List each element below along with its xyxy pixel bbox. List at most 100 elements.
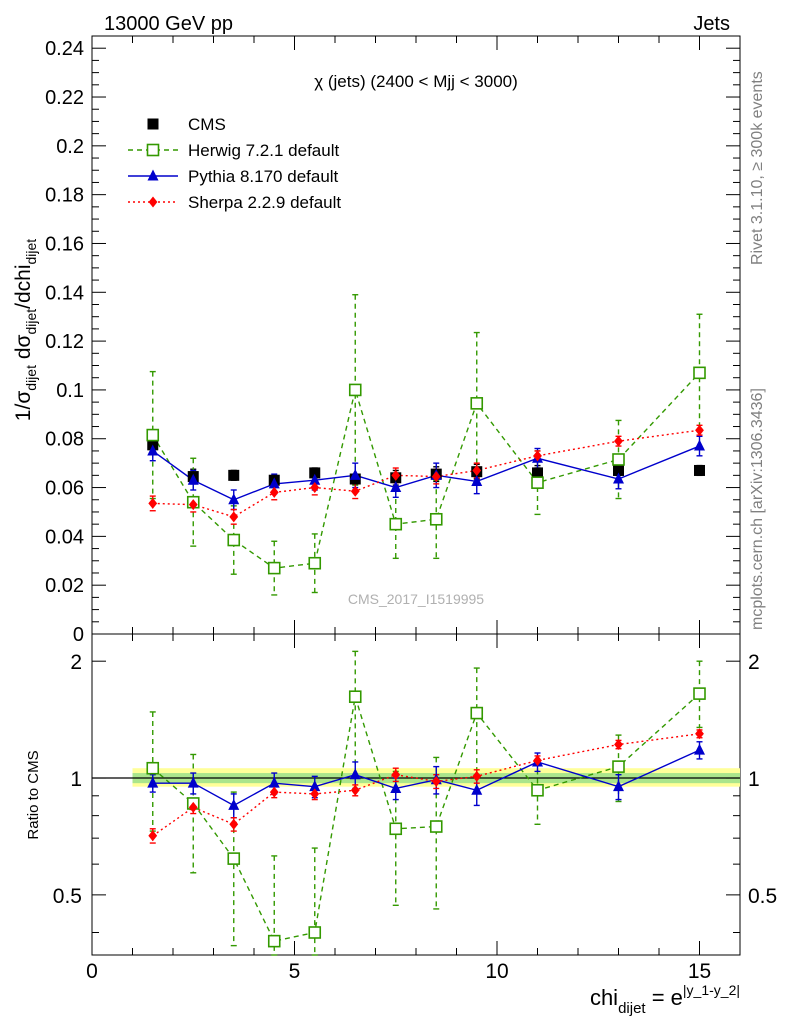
pythia-ratio-line	[152, 749, 700, 807]
header-right-label: Jets	[693, 13, 730, 35]
svg-text:chidijet = e|y_1-y_2|: chidijet = e|y_1-y_2|	[590, 982, 740, 1017]
sherpa-ratio-point	[269, 786, 279, 798]
sherpa-ratio-point	[229, 818, 239, 830]
sherpa-main-point	[472, 464, 482, 476]
main-y-tick-label: 0.08	[45, 429, 84, 451]
main-y-axis-label: 1/σdijet dσdijet/dchidijet	[12, 239, 39, 421]
herwig-ratio-error-bar	[473, 667, 480, 776]
herwig-ratio-error-bar	[696, 660, 703, 729]
sherpa-main-point	[391, 469, 401, 481]
herwig-main-point	[267, 561, 281, 575]
sherpa-main-point	[533, 450, 542, 462]
herwig-ratio-error-bar	[352, 650, 359, 779]
herwig-main-point	[308, 556, 322, 570]
pythia-ratio-point	[613, 780, 624, 792]
sherpa-main-point	[148, 497, 158, 509]
pythia-ratio-point	[228, 798, 240, 810]
herwig-ratio-line	[152, 693, 700, 942]
pythia-ratio-point	[187, 776, 199, 788]
pythia-main-point	[390, 481, 402, 493]
legend-entry-pythia: Pythia 8.170 default	[128, 167, 339, 186]
legend-entry-sherpa: Sherpa 2.2.9 default	[128, 193, 341, 212]
herwig-main-error-bar	[190, 457, 197, 547]
pythia-ratio-point	[471, 783, 483, 795]
herwig-main-point	[470, 397, 484, 410]
ratio-y-tick-label-right: 2	[748, 651, 760, 674]
legend-marker-cms	[147, 118, 159, 130]
main-data-markers	[146, 366, 706, 575]
herwig-main-point	[429, 512, 443, 526]
main-y-tick-label: 0.2	[56, 136, 84, 158]
herwig-ratio-point	[429, 820, 443, 833]
sherpa-ratio-point	[188, 801, 198, 813]
herwig-main-point	[612, 453, 625, 466]
sherpa-main-point	[431, 471, 441, 483]
main-y-tick-labels: 0.24 0.22 0.2 0.18 0.16 0.14 0.12 0.1 0.08 0.06 0.…	[45, 38, 84, 646]
main-y-tick-label: 0.1	[56, 380, 84, 402]
legend-label-cms: CMS	[188, 115, 226, 134]
pythia-main-point	[268, 477, 280, 489]
sherpa-main-point	[269, 486, 279, 498]
main-y-tick-label: 0.18	[45, 185, 84, 207]
herwig-ratio-point	[531, 783, 544, 797]
main-axis-ticks	[91, 35, 741, 635]
analysis-watermark: CMS_2017_I1519995	[348, 591, 484, 607]
pythia-ratio-point	[390, 781, 402, 793]
sherpa-ratio-point	[391, 769, 401, 781]
sherpa-main-point	[614, 435, 623, 447]
herwig-main-error-bar	[271, 540, 278, 596]
sherpa-main-error-bar	[230, 508, 237, 525]
sherpa-main-point	[310, 482, 320, 494]
herwig-main-point	[389, 517, 403, 531]
sherpa-main-point	[350, 485, 360, 497]
legend-entry-herwig: Herwig 7.2.1 default	[128, 141, 339, 160]
legend-label-herwig: Herwig 7.2.1 default	[188, 141, 339, 160]
pythia-ratio-point	[694, 743, 705, 755]
pythia-main-point	[187, 473, 199, 485]
cms-main-point	[309, 467, 321, 479]
sherpa-ratio-point	[350, 784, 360, 796]
sherpa-main-point	[229, 511, 239, 523]
herwig-ratio-point	[348, 690, 362, 704]
rivet-version-label: Rivet 3.1.10, ≥ 300k events	[749, 71, 766, 265]
legend-entry-cms: CMS	[147, 115, 226, 134]
ratio-series-lines	[152, 693, 700, 942]
herwig-ratio-point	[693, 687, 706, 700]
pythia-main-point	[613, 472, 624, 484]
cms-main-point	[694, 464, 705, 476]
cms-main-point	[613, 464, 624, 476]
ratio-y-tick-label-left: 0.5	[53, 885, 82, 908]
sherpa-ratio-point	[614, 739, 623, 751]
ratio-tick-labels: 0.5 0.5 1 1 2 2 0 5 10 15	[53, 651, 777, 983]
main-plot-title: χ (jets) (2400 < Mjj < 3000)	[314, 72, 518, 91]
pythia-ratio-point	[349, 768, 361, 780]
ratio-data-markers	[146, 687, 706, 948]
x-tick-label: 10	[485, 960, 508, 983]
sherpa-ratio-point	[148, 830, 158, 842]
main-y-tick-label: 0.12	[45, 331, 84, 353]
main-y-tick-label: 0.06	[45, 478, 84, 500]
header-left-label: 13000 GeV pp	[104, 13, 233, 35]
herwig-ratio-point	[389, 822, 403, 836]
ratio-y-tick-label-right: 0.5	[748, 885, 777, 908]
pythia-main-line	[152, 445, 700, 501]
legend-label-sherpa: Sherpa 2.2.9 default	[188, 193, 341, 212]
legend: CMS Herwig 7.2.1 default Pythia 8.170 defa…	[128, 115, 341, 212]
ratio-plot-panel: 0.5 0.5 1 1 2 2 0 5 10 15 Ratio to CMS	[25, 633, 777, 983]
x-axis-label: chidijet = e|y_1-y_2|	[590, 982, 740, 1017]
sherpa-ratio-point	[695, 728, 704, 740]
sherpa-ratio-point	[472, 770, 482, 782]
sherpa-ratio-point	[431, 775, 441, 787]
herwig-ratio-point	[308, 926, 322, 939]
pythia-ratio-point	[309, 780, 321, 792]
sherpa-ratio-point	[533, 754, 542, 766]
ratio-y-tick-label-left: 1	[70, 768, 82, 791]
herwig-main-point	[146, 428, 160, 442]
pythia-ratio-point	[147, 776, 159, 788]
sherpa-ratio-line	[152, 733, 700, 837]
pythia-main-point	[694, 439, 705, 451]
main-y-tick-label: 0.24	[45, 38, 84, 60]
x-tick-label: 15	[688, 960, 711, 983]
cms-main-point	[532, 467, 543, 479]
